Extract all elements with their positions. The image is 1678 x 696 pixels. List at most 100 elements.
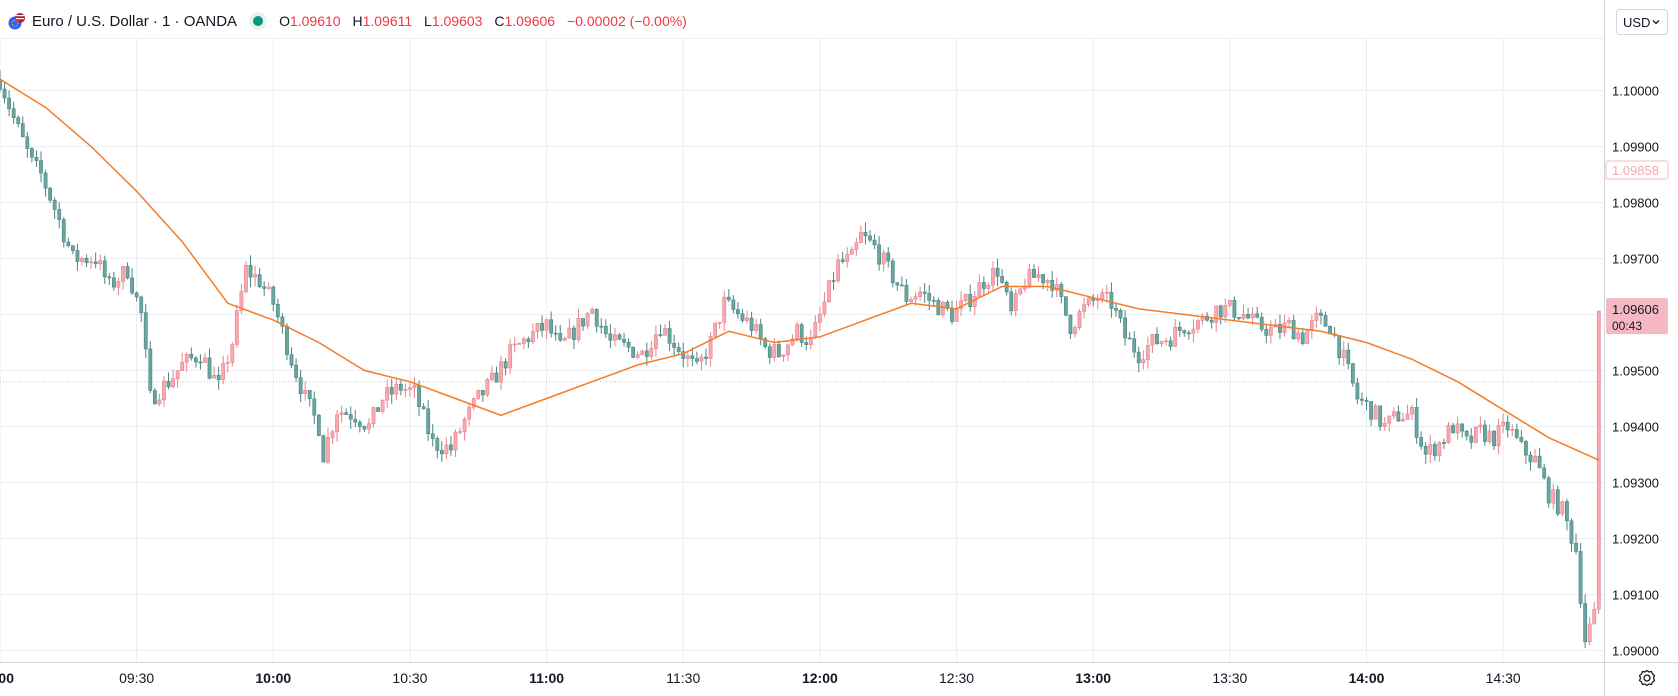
candle-body xyxy=(1027,269,1032,288)
candle-body xyxy=(1309,320,1314,332)
market-open-status-icon xyxy=(253,16,264,26)
candle-body xyxy=(745,317,749,321)
candle-body xyxy=(695,358,699,362)
candle-body xyxy=(581,318,585,327)
candle-body xyxy=(1419,437,1424,447)
close-value: 1.09606 xyxy=(504,13,556,29)
candle-body xyxy=(29,148,34,158)
symbol-title[interactable]: Euro / U.S. Dollar · 1 · OANDA xyxy=(32,12,238,30)
candle-body xyxy=(508,344,513,369)
candle-body xyxy=(1396,411,1401,422)
candle-body xyxy=(494,372,499,383)
candle-body xyxy=(280,316,285,327)
candle-body xyxy=(1177,326,1182,331)
candle-body xyxy=(986,284,991,289)
candle-body xyxy=(371,407,376,424)
candle-body xyxy=(567,327,572,339)
candle-body xyxy=(963,294,968,301)
candle-body xyxy=(1086,297,1091,305)
candle-body xyxy=(913,296,918,300)
y-tick-label: 1.09300 xyxy=(1612,476,1659,491)
candle-body xyxy=(822,301,827,315)
candle-body xyxy=(895,282,900,286)
candle-body xyxy=(1009,291,1014,311)
currency-selector[interactable]: USD xyxy=(1616,9,1668,35)
candle-body xyxy=(1045,279,1050,284)
candle-body xyxy=(1100,292,1105,300)
candle-body xyxy=(868,235,872,241)
candle-body xyxy=(1136,351,1141,364)
candle-body xyxy=(517,343,522,345)
bar-countdown-label: 00:43 xyxy=(1612,319,1642,333)
candle-body xyxy=(644,350,649,357)
candle-body xyxy=(1519,437,1524,442)
candle-body xyxy=(330,431,335,438)
candle-body xyxy=(1054,284,1059,291)
candle-body xyxy=(1155,334,1159,345)
candle-body xyxy=(649,348,654,357)
candle-body xyxy=(781,354,786,357)
candle-body xyxy=(57,209,62,220)
x-tick-label: 11:30 xyxy=(666,670,700,686)
candle-body xyxy=(717,322,722,324)
candle-body xyxy=(184,353,189,363)
candle-body xyxy=(162,380,166,401)
candle-body xyxy=(1473,426,1478,443)
candle-body xyxy=(125,266,130,279)
candle-body xyxy=(1036,274,1041,278)
candle-body xyxy=(754,324,759,331)
candle-body xyxy=(1391,411,1396,417)
candle-body xyxy=(904,284,909,302)
candle-body xyxy=(936,300,941,316)
candle-body xyxy=(221,363,226,381)
candle-body xyxy=(1127,337,1132,340)
candle-body xyxy=(1237,317,1241,319)
candle-body xyxy=(981,282,986,289)
candle-body xyxy=(1569,520,1574,544)
candle-body xyxy=(43,172,48,189)
candle-body xyxy=(1496,425,1501,447)
candle-body xyxy=(1186,332,1191,335)
candle-body xyxy=(1278,324,1282,333)
candle-body xyxy=(1350,363,1355,384)
close-label: C xyxy=(494,13,505,29)
candle-body xyxy=(959,300,964,309)
candle-body xyxy=(840,259,845,262)
candle-body xyxy=(909,299,913,302)
gear-icon[interactable] xyxy=(1636,667,1658,689)
candle-body xyxy=(480,389,485,396)
candle-body xyxy=(312,398,317,416)
candle-body xyxy=(1159,341,1164,345)
candle-body xyxy=(166,380,171,388)
candle-body xyxy=(622,339,626,343)
candle-body xyxy=(316,414,321,436)
candle-body xyxy=(631,346,636,358)
candle-body xyxy=(449,444,453,451)
x-tick-label: 13:00 xyxy=(1075,670,1111,686)
candle-body xyxy=(385,387,390,401)
candle-body xyxy=(585,313,590,327)
candle-body xyxy=(1232,299,1237,318)
candle-body xyxy=(121,266,125,282)
candle-body xyxy=(444,444,449,455)
candle-body xyxy=(726,296,731,301)
candle-body xyxy=(1533,455,1537,463)
candle-body xyxy=(562,337,567,341)
candle-body xyxy=(216,374,221,381)
candle-body xyxy=(207,357,212,379)
candle-body xyxy=(1250,313,1255,319)
candle-body xyxy=(1018,288,1023,295)
candle-body xyxy=(836,259,841,282)
candle-body xyxy=(531,331,535,343)
candle-body xyxy=(512,343,517,346)
last-price-label: 1.09606 xyxy=(1612,302,1659,317)
candle-body xyxy=(886,252,891,262)
candle-body xyxy=(1264,329,1269,336)
candle-body xyxy=(626,341,631,348)
candle-body xyxy=(617,334,622,340)
candle-body xyxy=(1227,299,1232,306)
y-tick-label: 1.09500 xyxy=(1612,364,1659,379)
candle-body xyxy=(11,108,16,118)
candle-body xyxy=(813,321,818,338)
